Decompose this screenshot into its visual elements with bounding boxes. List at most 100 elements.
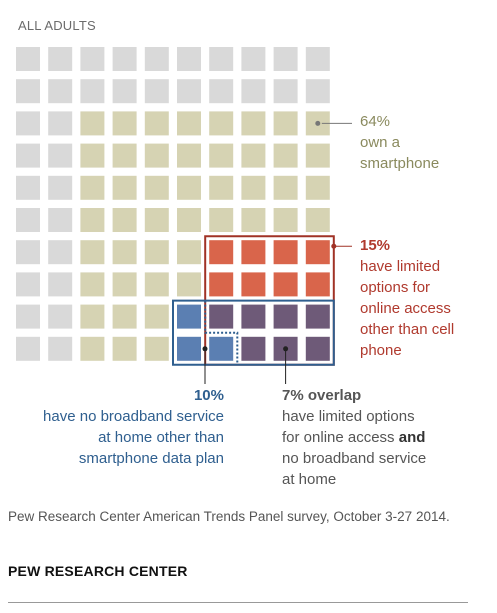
waffle-cell-overlap (305, 304, 330, 329)
waffle-cell-smartphone (80, 143, 105, 168)
waffle-cell-smartphone (112, 208, 137, 232)
overlap-line2-and: and (398, 429, 426, 446)
footer-divider (8, 602, 468, 603)
waffle-cell-smartphone (177, 143, 201, 168)
overlap-line3: no broadband service (282, 450, 427, 467)
source-note: Pew Research Center American Trends Pane… (8, 509, 450, 524)
waffle-cell-smartphone (144, 111, 169, 136)
waffle-cell-smartphone (144, 304, 169, 329)
waffle-cell-smartphone (80, 272, 105, 297)
waffle-cell-smartphone (305, 208, 330, 232)
waffle-cell-smartphone (112, 336, 137, 361)
waffle-cell-limited (209, 272, 234, 297)
waffle-cell (177, 79, 201, 104)
waffle-cell (177, 47, 201, 71)
limited-line: have limited (360, 258, 441, 275)
waffle-cell (241, 79, 266, 104)
broadband-line: smartphone data plan (78, 450, 224, 467)
waffle-cell-smartphone (177, 111, 201, 136)
waffle-cell (305, 47, 330, 71)
limited-line: phone (360, 342, 402, 359)
waffle-cell (273, 47, 298, 71)
chart-header: ALL ADULTS (18, 18, 96, 33)
waffle-cell (16, 336, 40, 361)
waffle-cell (48, 304, 73, 329)
waffle-cell-smartphone (80, 240, 105, 265)
waffle-cell (48, 47, 73, 71)
waffle-cell (16, 47, 40, 71)
waffle-cell-limited (209, 240, 234, 265)
overlap-pct: 7% overlap (282, 387, 362, 404)
waffle-cell (48, 175, 73, 200)
waffle-chart (16, 47, 352, 384)
waffle-cell-smartphone (112, 304, 137, 329)
waffle-cell (241, 47, 266, 71)
annotation-overlap: 7% overlap have limited options for onli… (282, 385, 426, 490)
waffle-cell-limited (241, 272, 266, 297)
waffle-cell (16, 111, 40, 136)
no-broadband-outline (172, 299, 335, 366)
limited-line: online access (360, 300, 451, 317)
waffle-cell (48, 143, 73, 168)
annotation-smartphone: 64% own a smartphone (360, 111, 439, 174)
waffle-cell-smartphone (144, 208, 169, 232)
waffle-cell (16, 304, 40, 329)
overlap-line4: at home (282, 471, 337, 488)
waffle-cell (209, 47, 234, 71)
overlap-line2-text: for online access (282, 429, 399, 446)
waffle-cell-limited (305, 240, 330, 265)
smartphone-line2: smartphone (360, 155, 440, 172)
waffle-cell (16, 208, 40, 232)
waffle-cell-no-broadband (177, 336, 201, 361)
waffle-cell-no-broadband (177, 304, 201, 329)
smartphone-line1: own a (360, 134, 401, 151)
waffle-cell-overlap (241, 336, 266, 361)
waffle-cell (48, 272, 73, 297)
waffle-cell-smartphone (144, 175, 169, 200)
waffle-cell-smartphone (209, 111, 234, 136)
waffle-cell-smartphone (273, 208, 298, 232)
waffle-cell-overlap (241, 304, 266, 329)
waffle-cell (273, 79, 298, 104)
waffle-cell-smartphone (177, 175, 201, 200)
waffle-cell-smartphone (177, 272, 201, 297)
waffle-cell-smartphone (144, 336, 169, 361)
waffle-cell-smartphone (209, 175, 234, 200)
waffle-cell (80, 47, 105, 71)
waffle-cell-smartphone (273, 143, 298, 168)
waffle-cell (305, 79, 330, 104)
waffle-cell-limited (273, 272, 298, 297)
waffle-cell-smartphone (80, 208, 105, 232)
brand-label: PEW RESEARCH CENTER (8, 563, 188, 579)
waffle-cell-smartphone (177, 208, 201, 232)
waffle-cell (16, 272, 40, 297)
waffle-cell-overlap (209, 304, 234, 329)
waffle-cell-smartphone (305, 175, 330, 200)
waffle-cell (48, 79, 73, 104)
waffle-cell-limited (305, 272, 330, 297)
waffle-cell (16, 175, 40, 200)
waffle-cell (48, 240, 73, 265)
waffle-cell-smartphone (112, 175, 137, 200)
waffle-cell-smartphone (144, 272, 169, 297)
broadband-pct: 10% (193, 387, 224, 404)
waffle-cell-limited (273, 240, 298, 265)
waffle-cell (16, 79, 40, 104)
annotation-limited-options: 15% have limited options for online acce… (360, 235, 454, 361)
waffle-cell (144, 47, 169, 71)
waffle-cell-smartphone (273, 111, 298, 136)
waffle-cell-smartphone (80, 304, 105, 329)
waffle-cell (48, 208, 73, 232)
waffle-cell (16, 143, 40, 168)
annotation-no-broadband: 10% have no broadband service at home ot… (0, 385, 224, 469)
waffle-cell-smartphone (112, 240, 137, 265)
smartphone-pct: 64% (360, 113, 391, 130)
waffle-cell-smartphone (80, 175, 105, 200)
waffle-cell (144, 79, 169, 104)
waffle-cell-smartphone (241, 208, 266, 232)
overlap-line1: have limited options (282, 408, 415, 425)
waffle-cell-smartphone (177, 240, 201, 265)
waffle-cell-smartphone (112, 272, 137, 297)
waffle-cell (48, 336, 73, 361)
waffle-cell (16, 240, 40, 265)
